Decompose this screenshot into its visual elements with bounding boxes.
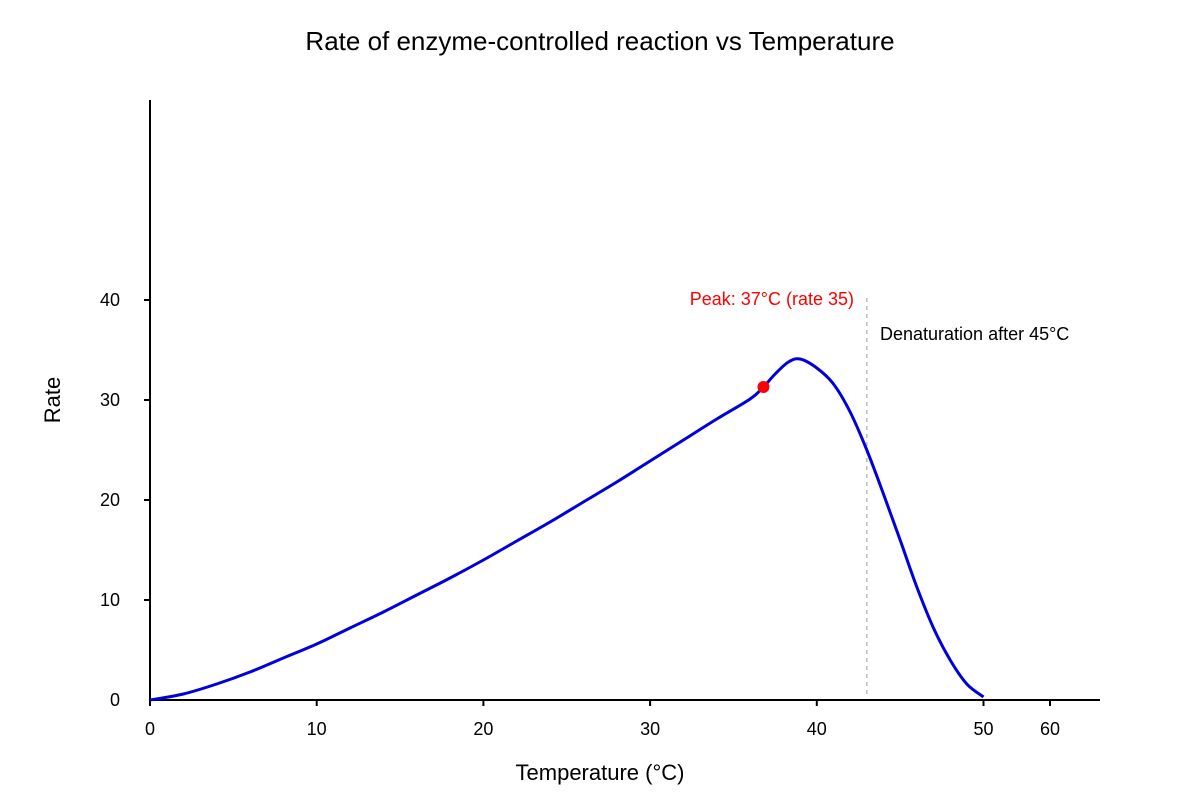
x-axis-label: Temperature (°C) [516,760,685,785]
y-axis-label: Rate [40,377,65,423]
x-tick-label: 60 [1040,719,1060,739]
x-tick-label: 20 [473,719,493,739]
y-tick-label: 0 [110,690,120,710]
y-tick-label: 30 [100,390,120,410]
x-tick-label: 40 [807,719,827,739]
peak-annotation: Peak: 37°C (rate 35) [690,289,854,309]
denaturation-annotation: Denaturation after 45°C [880,324,1069,344]
x-tick-label: 50 [973,719,993,739]
y-ticks: 0 10 20 30 40 [100,290,150,710]
chart-title: Rate of enzyme-controlled reaction vs Te… [305,26,894,56]
x-tick-label: 10 [307,719,327,739]
x-ticks: 0 10 20 30 40 50 60 [145,700,1060,739]
peak-marker [757,381,770,393]
y-tick-label: 20 [100,490,120,510]
y-tick-label: 40 [100,290,120,310]
y-tick-label: 10 [100,590,120,610]
axes [149,100,1100,701]
x-tick-label: 30 [640,719,660,739]
x-tick-label: 0 [145,719,155,739]
series-line [149,357,985,702]
